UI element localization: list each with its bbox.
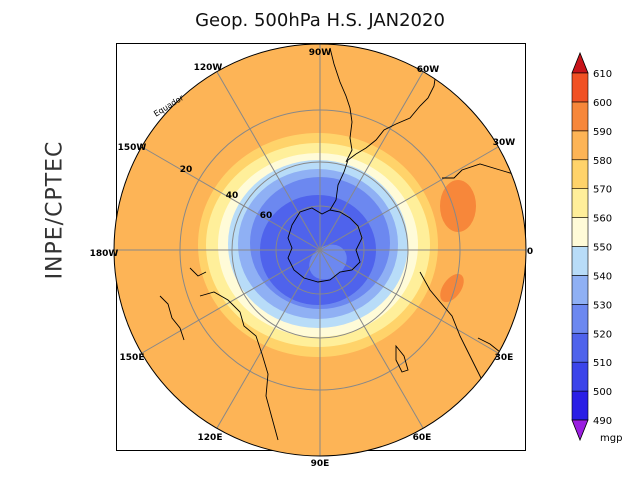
antarctica-coast (287, 207, 363, 283)
colorbar-level-label: 500 (593, 387, 612, 398)
africa-south (419, 271, 483, 381)
lon-label-90w: 90W (309, 48, 332, 58)
colorbar-level-label: 610 (593, 69, 612, 80)
field-590-south-africa (440, 273, 464, 303)
colorbar-level-label: 600 (593, 98, 612, 109)
africa-gulf (442, 163, 521, 179)
colorbar-level-label: 520 (593, 329, 612, 340)
colorbar-level-label: 580 (593, 156, 612, 167)
coastlines (159, 47, 521, 441)
colorbar-bin (571, 275, 589, 305)
graticule (114, 44, 526, 456)
colorbar-bin (571, 390, 589, 421)
south-america-east (355, 59, 443, 155)
meridian-120w (216, 71, 321, 251)
colorbar-bin (571, 188, 589, 218)
colorbar-bin (571, 101, 589, 132)
colorbar-level-label: 530 (593, 300, 612, 311)
colorbar-unit: mgp (600, 433, 622, 444)
colorbar-bin (571, 332, 589, 363)
meridian-30w (319, 146, 499, 251)
lon-label-150w: 150W (118, 143, 147, 153)
lat-label-20: 20 (180, 165, 193, 175)
colorbar-bin (571, 246, 589, 276)
madagascar (395, 344, 409, 373)
colorbar-under-arrow (571, 419, 589, 442)
meridian-30e (319, 249, 499, 354)
colorbar-level-label: 540 (593, 271, 612, 282)
antarctic-peninsula (329, 153, 357, 211)
meridian-150w (141, 146, 321, 251)
colorbar: 490500510520530540550560570580590600610 … (571, 51, 622, 444)
meridian-120e (216, 249, 321, 429)
colorbar-level-label: 510 (593, 358, 612, 369)
lon-label-0: 0 (527, 247, 533, 257)
lon-label-30e: 30E (495, 353, 514, 363)
lon-label-60e: 60E (413, 433, 432, 443)
map-boundary (113, 43, 527, 457)
lat-label-60: 60 (260, 211, 273, 221)
lon-label-60w: 60W (417, 65, 440, 75)
meridian-60w (319, 71, 424, 251)
field-590-atlantic (440, 180, 476, 232)
south-america-west (329, 47, 353, 163)
colorbar-bin (571, 72, 589, 103)
colorbar-level-label: 560 (593, 214, 612, 225)
colorbar-labels: 490 500 510 520 530 540 550 560 570 580 590 600 610 (593, 69, 612, 427)
colorbar-bin (571, 159, 589, 189)
lon-label-120w: 120W (194, 63, 223, 73)
colorbar-level-label: 550 (593, 243, 612, 254)
colorbar-over-arrow (571, 51, 589, 74)
africa-east (477, 337, 501, 353)
colorbar-bin (571, 361, 589, 392)
meridian-60e (319, 249, 424, 429)
new-zealand (159, 295, 185, 341)
colorbar-bin (571, 304, 589, 334)
lon-label-120e: 120E (198, 433, 223, 443)
colorbar-level-label: 590 (593, 127, 612, 138)
island-group (189, 267, 207, 277)
lon-label-180w: 180W (90, 249, 119, 259)
meridian-150e (141, 249, 321, 354)
colorbar-bins (571, 72, 589, 421)
australia (199, 291, 279, 441)
map-title: Geop. 500hPa H.S. JAN2020 (195, 10, 445, 31)
lon-label-90e: 90E (311, 459, 330, 469)
colorbar-bin (571, 130, 589, 161)
lat-label-40: 40 (226, 191, 239, 201)
colorbar-level-label: 570 (593, 185, 612, 196)
lon-label-150e: 150E (120, 353, 145, 363)
colorbar-bin (571, 217, 589, 247)
lon-label-30w: 30W (493, 138, 516, 148)
colorbar-level-label: 490 (593, 416, 612, 427)
